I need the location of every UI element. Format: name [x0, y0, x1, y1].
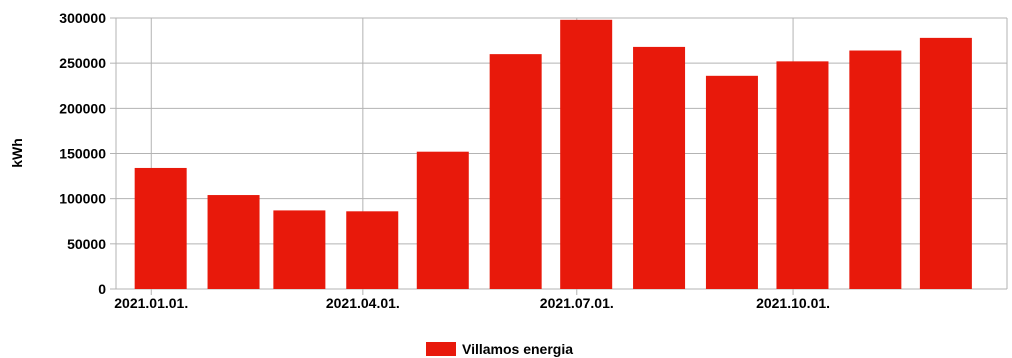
y-tick-label: 200000	[59, 100, 106, 116]
bar	[776, 61, 829, 289]
bar	[134, 167, 187, 289]
y-axis-ticks: 0 50000 100000 150000 200000 250000 300000	[59, 10, 106, 297]
bar	[489, 54, 542, 290]
bar	[849, 50, 902, 289]
bar-series	[134, 19, 972, 290]
x-tick-label: 2021.01.01.	[114, 295, 188, 311]
x-axis-ticks: 2021.01.01. 2021.04.01. 2021.07.01. 2021.10…	[114, 295, 830, 311]
x-tick-label: 2021.10.01.	[756, 295, 830, 311]
bar	[919, 37, 972, 289]
bar	[633, 46, 686, 290]
bar	[560, 19, 613, 289]
y-tick-label: 300000	[59, 10, 106, 26]
x-tick-label: 2021.04.01.	[326, 295, 400, 311]
bar	[705, 75, 758, 290]
y-tick-label: 50000	[67, 236, 106, 252]
y-axis-title: kWh	[9, 138, 25, 168]
x-tick-label: 2021.07.01.	[540, 295, 614, 311]
bar	[416, 151, 469, 289]
y-tick-label: 0	[98, 281, 106, 297]
y-tick-label: 150000	[59, 146, 106, 162]
bar	[207, 195, 260, 289]
y-tick-label: 250000	[59, 55, 106, 71]
bar	[273, 210, 326, 289]
bar	[346, 211, 399, 289]
y-tick-label: 100000	[59, 191, 106, 207]
legend-swatch	[426, 342, 456, 356]
legend-label: Villamos energia	[462, 341, 573, 357]
legend: Villamos energia	[426, 341, 573, 357]
